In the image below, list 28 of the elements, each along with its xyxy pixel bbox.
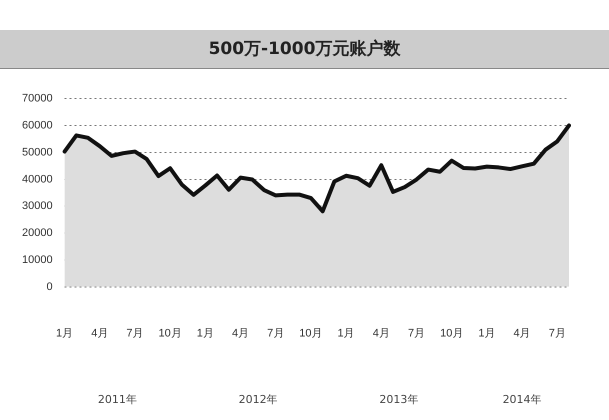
y-tick-label: 50000 — [22, 146, 53, 158]
x-tick-label: 7月 — [267, 327, 284, 340]
x-tick-label: 10月 — [440, 327, 464, 340]
x-tick-label: 4月 — [232, 327, 250, 340]
x-tick-label: 1月 — [478, 327, 496, 340]
x-tick-label: 7月 — [126, 327, 144, 340]
y-tick-label: 30000 — [22, 200, 53, 212]
x-tick-label: 1月 — [196, 327, 214, 340]
x-tick-label: 7月 — [408, 327, 426, 340]
x-tick-label: 4月 — [514, 327, 531, 340]
x-tick-label: 7月 — [548, 327, 566, 340]
y-tick-label: 10000 — [22, 254, 53, 266]
x-tick-label: 10月 — [299, 327, 323, 340]
y-tick-label: 0 — [46, 280, 53, 293]
text: 2014年 — [502, 392, 542, 407]
y-tick-label: 20000 — [22, 227, 53, 240]
y-tick-label: 60000 — [22, 120, 53, 132]
chart-title: 500万-1000万元账户数 — [0, 30, 609, 69]
x-tick-label: 1月 — [56, 327, 74, 340]
x-tick-label: 4月 — [372, 327, 390, 340]
text: 2013年 — [379, 392, 418, 407]
x-tick-label: 10月 — [158, 327, 182, 340]
x-tick-label: 4月 — [91, 327, 108, 340]
x-tick-label: 1月 — [338, 327, 355, 340]
y-tick-label: 40000 — [22, 173, 53, 186]
y-tick-label: 70000 — [22, 92, 53, 105]
text: 2011年 — [98, 392, 137, 407]
text: 2012年 — [238, 392, 278, 407]
